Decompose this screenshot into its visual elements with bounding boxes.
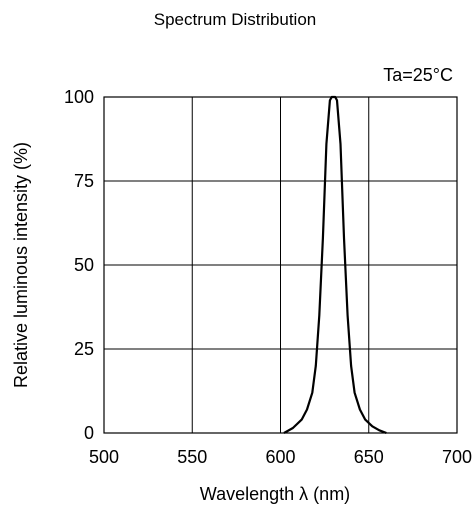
- x-tick-labels: 500 550 600 650 700: [89, 447, 472, 467]
- x-tick-label: 600: [265, 447, 295, 467]
- x-tick-label: 500: [89, 447, 119, 467]
- x-tick-label: 550: [177, 447, 207, 467]
- y-tick-label: 100: [64, 87, 94, 107]
- y-tick-labels: 0 25 50 75 100: [64, 87, 94, 443]
- y-tick-label: 75: [74, 171, 94, 191]
- x-tick-label: 650: [354, 447, 384, 467]
- spectrum-curve: [283, 95, 387, 435]
- y-tick-label: 0: [84, 423, 94, 443]
- chart-title: Spectrum Distribution: [154, 10, 317, 29]
- y-tick-label: 50: [74, 255, 94, 275]
- plot-frame: [103, 96, 458, 434]
- grid-lines: [104, 97, 457, 433]
- x-tick-label: 700: [442, 447, 472, 467]
- y-axis-label: Relative luminous intensity (%): [11, 142, 31, 388]
- x-axis-label: Wavelength λ (nm): [200, 484, 350, 504]
- ambient-temperature-annotation: Ta=25°C: [383, 65, 453, 85]
- y-tick-label: 25: [74, 339, 94, 359]
